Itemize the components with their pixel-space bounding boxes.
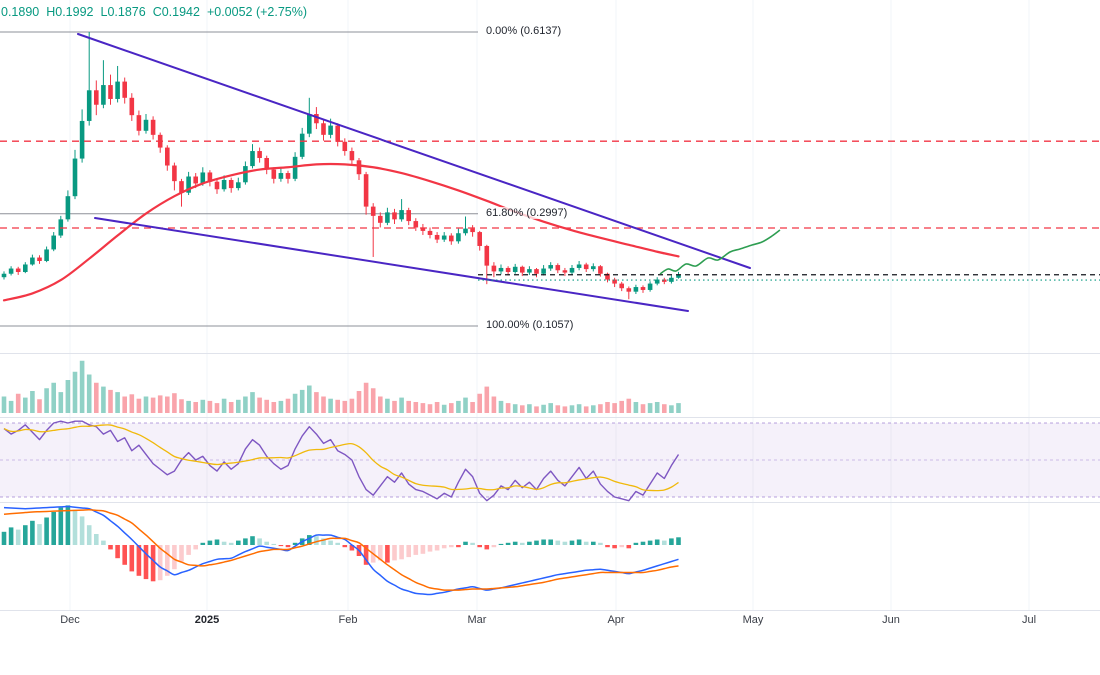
axis-label-mar: Mar — [467, 614, 487, 626]
axis-label-2025: 2025 — [194, 614, 220, 626]
axis-label-jul: Jul — [1021, 614, 1037, 626]
pane-separators — [0, 353, 1100, 611]
axis-label-jun: Jun — [882, 614, 900, 626]
price-overlays[interactable] — [0, 33, 1100, 312]
volume-pane[interactable] — [1, 360, 681, 413]
fib-label-100pct[interactable]: 100.00% (0.1057) — [484, 319, 576, 331]
low-value: L0.1876 — [100, 5, 146, 19]
axis-label-dec: Dec — [60, 614, 80, 626]
change-value: +0.0052 (+2.75%) — [206, 5, 308, 19]
high-value: H0.1992 — [46, 5, 94, 19]
fib-label-618pct[interactable]: 61.80% (0.2997) — [484, 207, 570, 219]
fib-retracement-lines[interactable] — [0, 31, 478, 327]
rsi-pane[interactable] — [3, 420, 680, 502]
fib-label-0pct[interactable]: 0.00% (0.6137) — [484, 25, 564, 37]
macd-pane[interactable] — [1, 505, 681, 596]
price-pane[interactable] — [1, 32, 681, 300]
axis-label-feb: Feb — [338, 614, 358, 626]
ohlc-legend: 0.1890 H0.1992 L0.1876 C0.1942 +0.0052 (+2.7… — [1, 5, 314, 19]
close-value: C0.1942 — [152, 5, 200, 19]
grid-layer — [69, 0, 1030, 610]
open-value: 0.1890 — [1, 5, 40, 19]
time-axis[interactable]: Dec 2025 Feb Mar Apr May Jun Jul — [0, 612, 1100, 634]
axis-label-apr: Apr — [607, 614, 625, 626]
axis-label-may: May — [742, 614, 764, 626]
rsi-band-layer — [0, 422, 1100, 498]
